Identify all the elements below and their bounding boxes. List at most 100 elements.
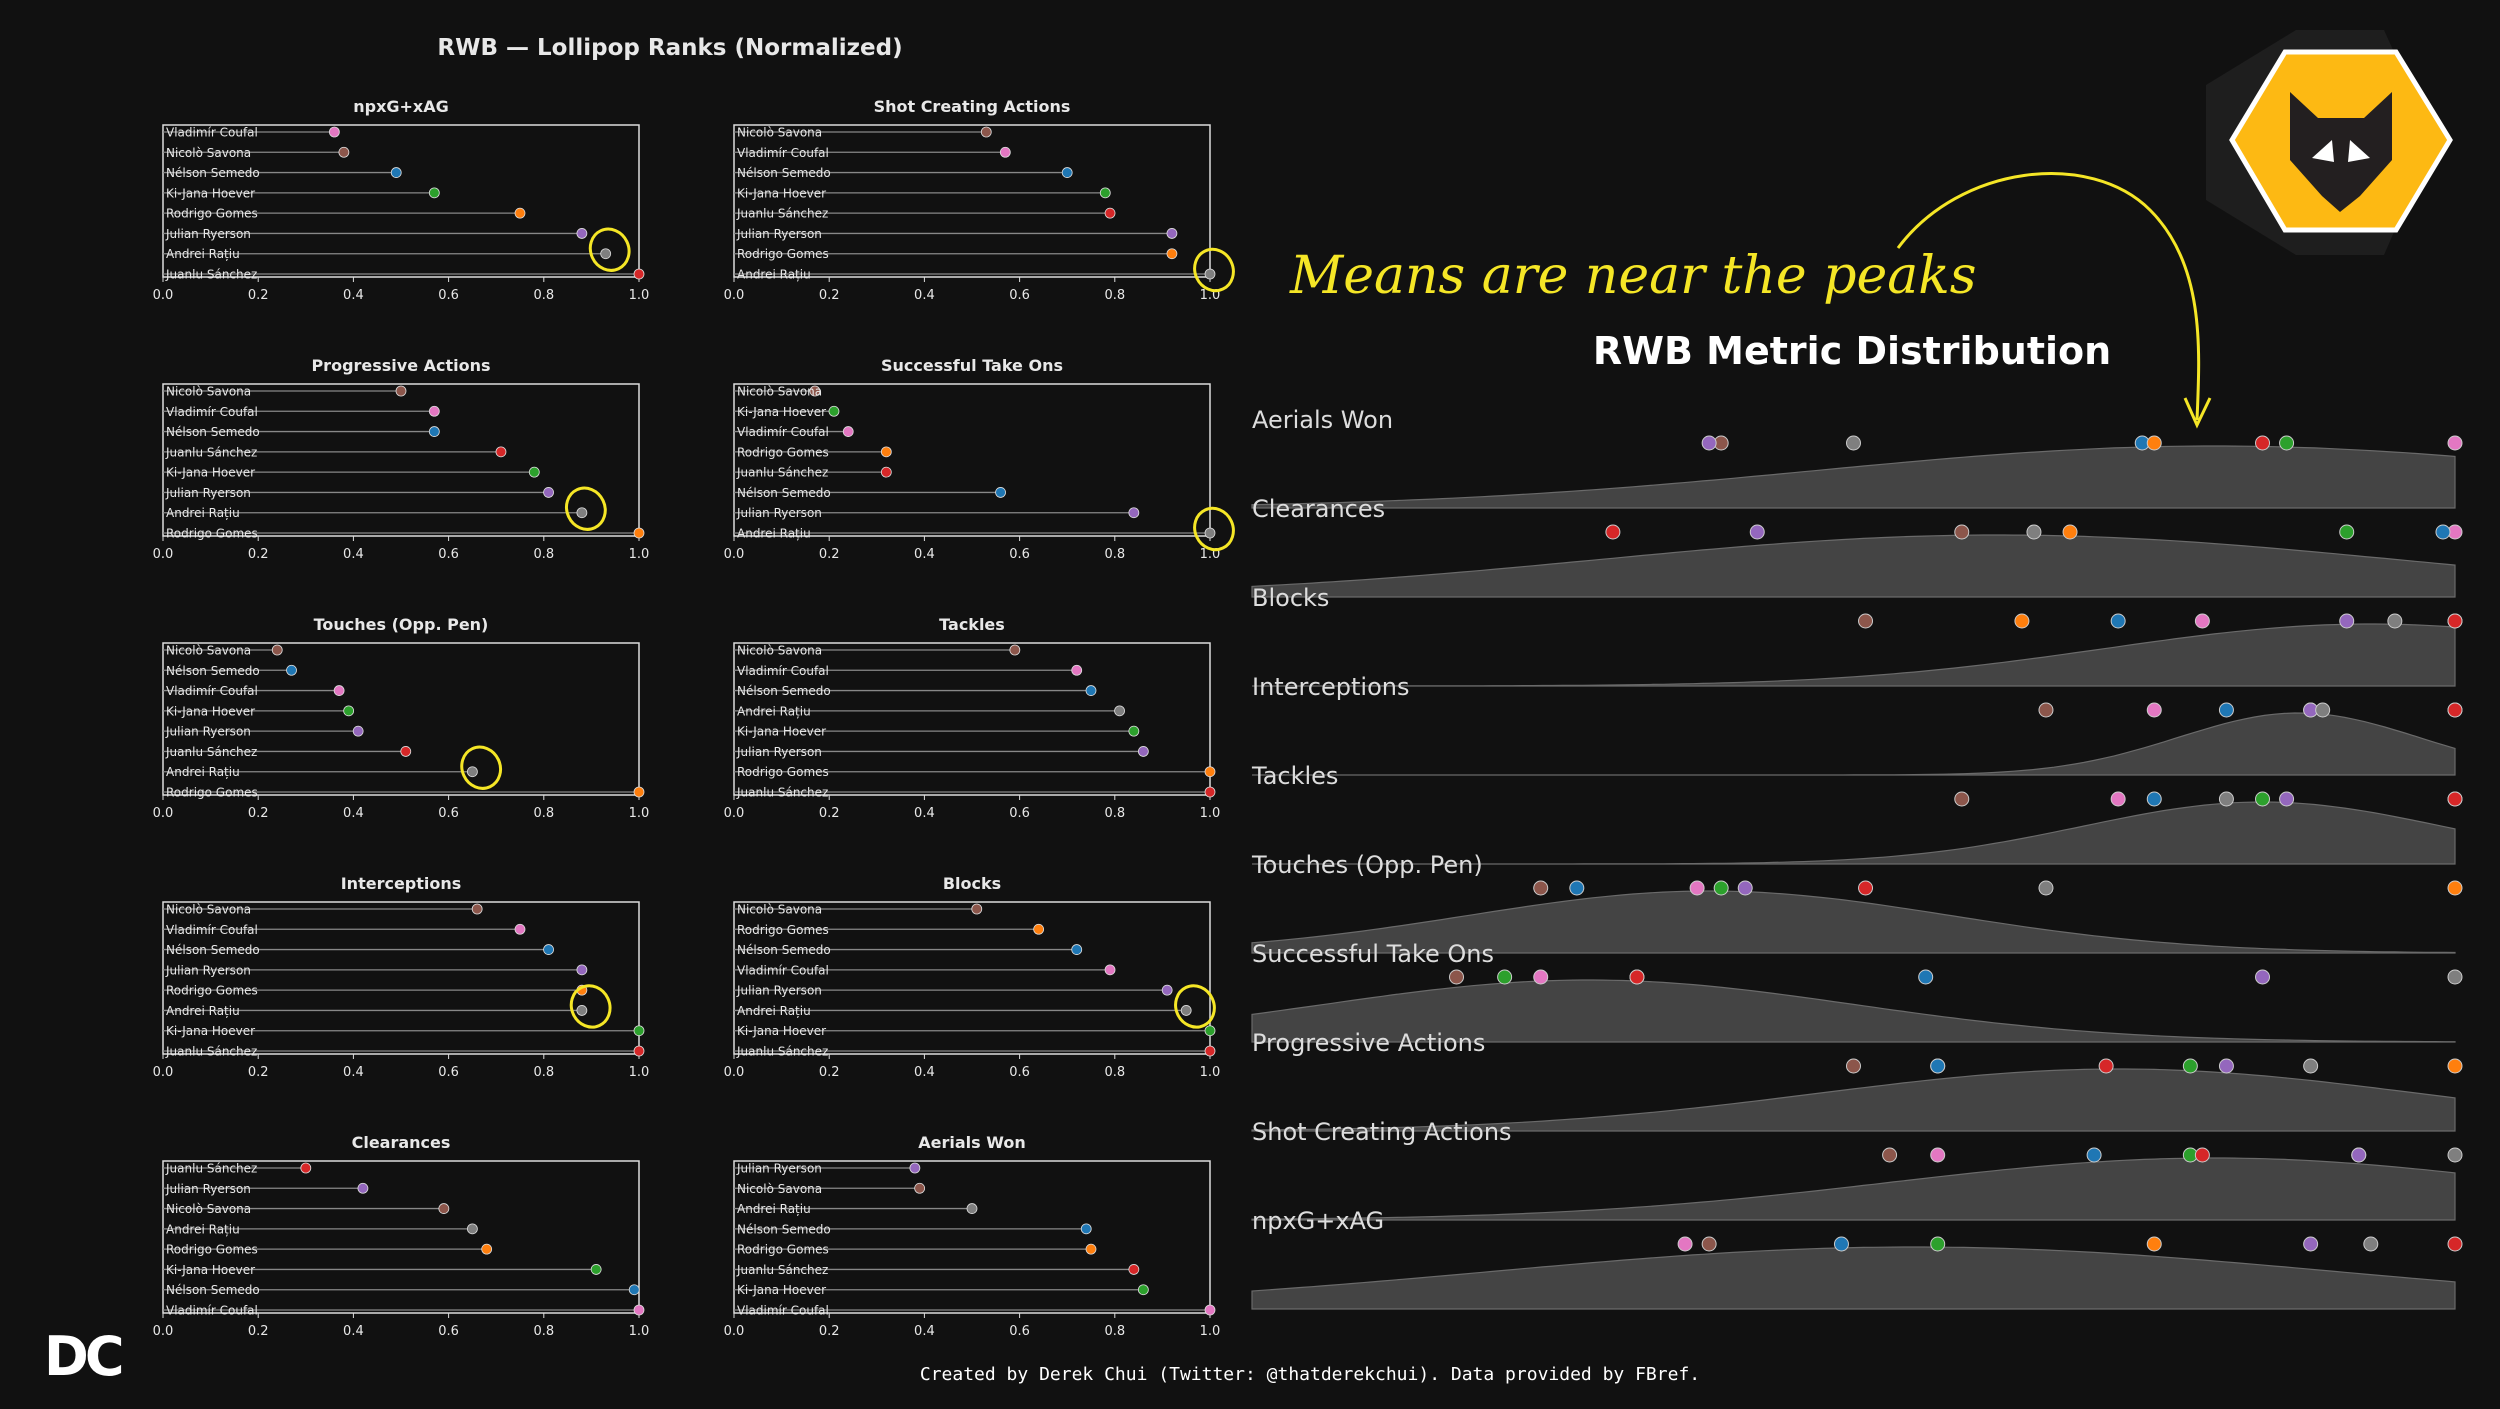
x-tick-label: 0.2 xyxy=(819,547,840,562)
player-label: Julian Ryerson xyxy=(736,745,822,759)
ridge-row: Successful Take Ons xyxy=(1251,940,2463,1043)
ridge-point xyxy=(1930,1147,1946,1163)
x-tick-label: 0.6 xyxy=(438,1065,459,1080)
x-tick-label: 0.6 xyxy=(1009,547,1030,562)
ridge-point xyxy=(2062,524,2078,540)
x-tick-label: 0.4 xyxy=(914,547,935,562)
player-label: Juanlu Sánchez xyxy=(736,786,828,800)
lollipop-point xyxy=(1204,1304,1216,1316)
lollipop-point xyxy=(1204,766,1216,778)
x-tick-label: 1.0 xyxy=(629,806,650,821)
lollipop-point xyxy=(395,385,407,397)
highlight-circle-icon xyxy=(460,745,503,790)
lollipop-point xyxy=(543,487,554,498)
ridge-point xyxy=(2447,435,2463,451)
lollipop-point xyxy=(333,685,345,696)
lollipop-point xyxy=(1204,1045,1216,1057)
lollipop-point xyxy=(633,1304,645,1316)
ridge-point xyxy=(1737,880,1753,896)
lollipop-point xyxy=(428,187,440,199)
lollipop-point xyxy=(909,1162,921,1174)
footer-credit: Created by Derek Chui (Twitter: @thatder… xyxy=(920,1364,1700,1385)
player-label: Ki-Jana Hoever xyxy=(166,1263,255,1277)
ridge-label: Progressive Actions xyxy=(1252,1029,1485,1057)
ridge-row: Aerials Won xyxy=(1251,406,2463,509)
lollipop-point xyxy=(466,1223,478,1235)
x-tick-label: 0.6 xyxy=(438,1324,459,1339)
lollipop-point xyxy=(966,1203,978,1214)
lollipop-point xyxy=(514,207,526,219)
ridge-point xyxy=(2026,524,2042,540)
curved-arrow-head-icon xyxy=(2183,397,2212,429)
wolves-badge-icon xyxy=(2206,30,2453,255)
player-label: Nélson Semedo xyxy=(166,1283,260,1297)
lollipop-point xyxy=(528,466,540,478)
panel-frame xyxy=(733,901,1211,1055)
x-tick-label: 0.8 xyxy=(533,1065,554,1080)
player-label: Nélson Semedo xyxy=(737,943,831,957)
density-curve xyxy=(1252,623,2456,687)
x-tick-label: 0.8 xyxy=(1104,288,1125,303)
ridge-point xyxy=(2255,791,2271,807)
lollipop-point xyxy=(880,446,892,458)
lollipop-point xyxy=(1085,1243,1097,1255)
x-tick-label: 0.2 xyxy=(819,1324,840,1339)
x-tick-label: 0.4 xyxy=(343,1324,364,1339)
panel-title: Progressive Actions xyxy=(311,356,490,375)
x-tick-label: 0.8 xyxy=(533,1324,554,1339)
x-tick-label: 0.0 xyxy=(724,1065,745,1080)
player-label: Ki-Jana Hoever xyxy=(737,186,826,200)
lollipop-point xyxy=(633,1045,645,1057)
ridge-point xyxy=(2218,791,2234,807)
lollipop-point xyxy=(828,405,840,417)
ridge-point xyxy=(1918,969,1934,985)
player-label: Nicolò Savona xyxy=(737,385,822,399)
ridge-point xyxy=(2038,702,2054,718)
x-tick-label: 0.8 xyxy=(533,547,554,562)
ridge-point xyxy=(1846,1058,1861,1074)
lollipop-point xyxy=(286,664,297,676)
player-label: Nicolò Savona xyxy=(166,146,251,160)
lollipop-point xyxy=(466,766,478,778)
player-label: Andrei Rațiu xyxy=(737,1202,811,1216)
ridge-point xyxy=(1713,880,1729,896)
ridge-row: Interceptions xyxy=(1252,673,2463,776)
panel-title: Successful Take Ons xyxy=(881,356,1063,375)
density-curve xyxy=(1251,890,2456,954)
ridge-point xyxy=(2363,1236,2379,1252)
player-label: Nélson Semedo xyxy=(737,684,831,698)
player-label: Ki-Jana Hoever xyxy=(166,466,255,480)
x-tick-label: 0.4 xyxy=(343,806,364,821)
ridge-point xyxy=(2255,435,2271,451)
lollipop-point xyxy=(390,167,402,178)
x-tick-label: 0.4 xyxy=(343,1065,364,1080)
ridge-point xyxy=(2194,613,2210,629)
ridgeline-chart: Aerials Won Clearances Blocks Interceptions… xyxy=(1251,406,2463,1310)
ridge-point xyxy=(1701,1236,1717,1252)
lollipop-panel: Touches (Opp. Pen) 0.0 0.2 0.4 0.6 0.8 1.0 Nico… xyxy=(153,615,650,821)
ridge-point xyxy=(1846,435,1861,451)
panel-title: Shot Creating Actions xyxy=(874,97,1071,116)
lollipop-point xyxy=(1080,1223,1092,1235)
x-tick-label: 0.2 xyxy=(248,547,269,562)
x-tick-label: 0.0 xyxy=(724,1324,745,1339)
x-tick-label: 0.2 xyxy=(819,806,840,821)
x-tick-label: 0.2 xyxy=(248,806,269,821)
x-tick-label: 0.4 xyxy=(914,1324,935,1339)
ridge-point xyxy=(1701,435,1717,451)
density-curve xyxy=(1251,1068,2456,1132)
lollipop-point xyxy=(1128,507,1140,519)
x-tick-label: 1.0 xyxy=(629,288,650,303)
x-tick-label: 1.0 xyxy=(1200,1324,1221,1339)
player-label: Nicolò Savona xyxy=(166,644,251,658)
ridge-point xyxy=(1954,524,1970,540)
ridge-point xyxy=(2146,702,2162,718)
lollipop-point xyxy=(1114,705,1125,717)
lollipop-point xyxy=(1180,1005,1192,1016)
player-label: Andrei Rațiu xyxy=(166,1222,240,1236)
panel-frame xyxy=(162,642,640,796)
player-label: Juanlu Sánchez xyxy=(736,1263,828,1277)
player-label: Nicolò Savona xyxy=(737,1182,822,1196)
